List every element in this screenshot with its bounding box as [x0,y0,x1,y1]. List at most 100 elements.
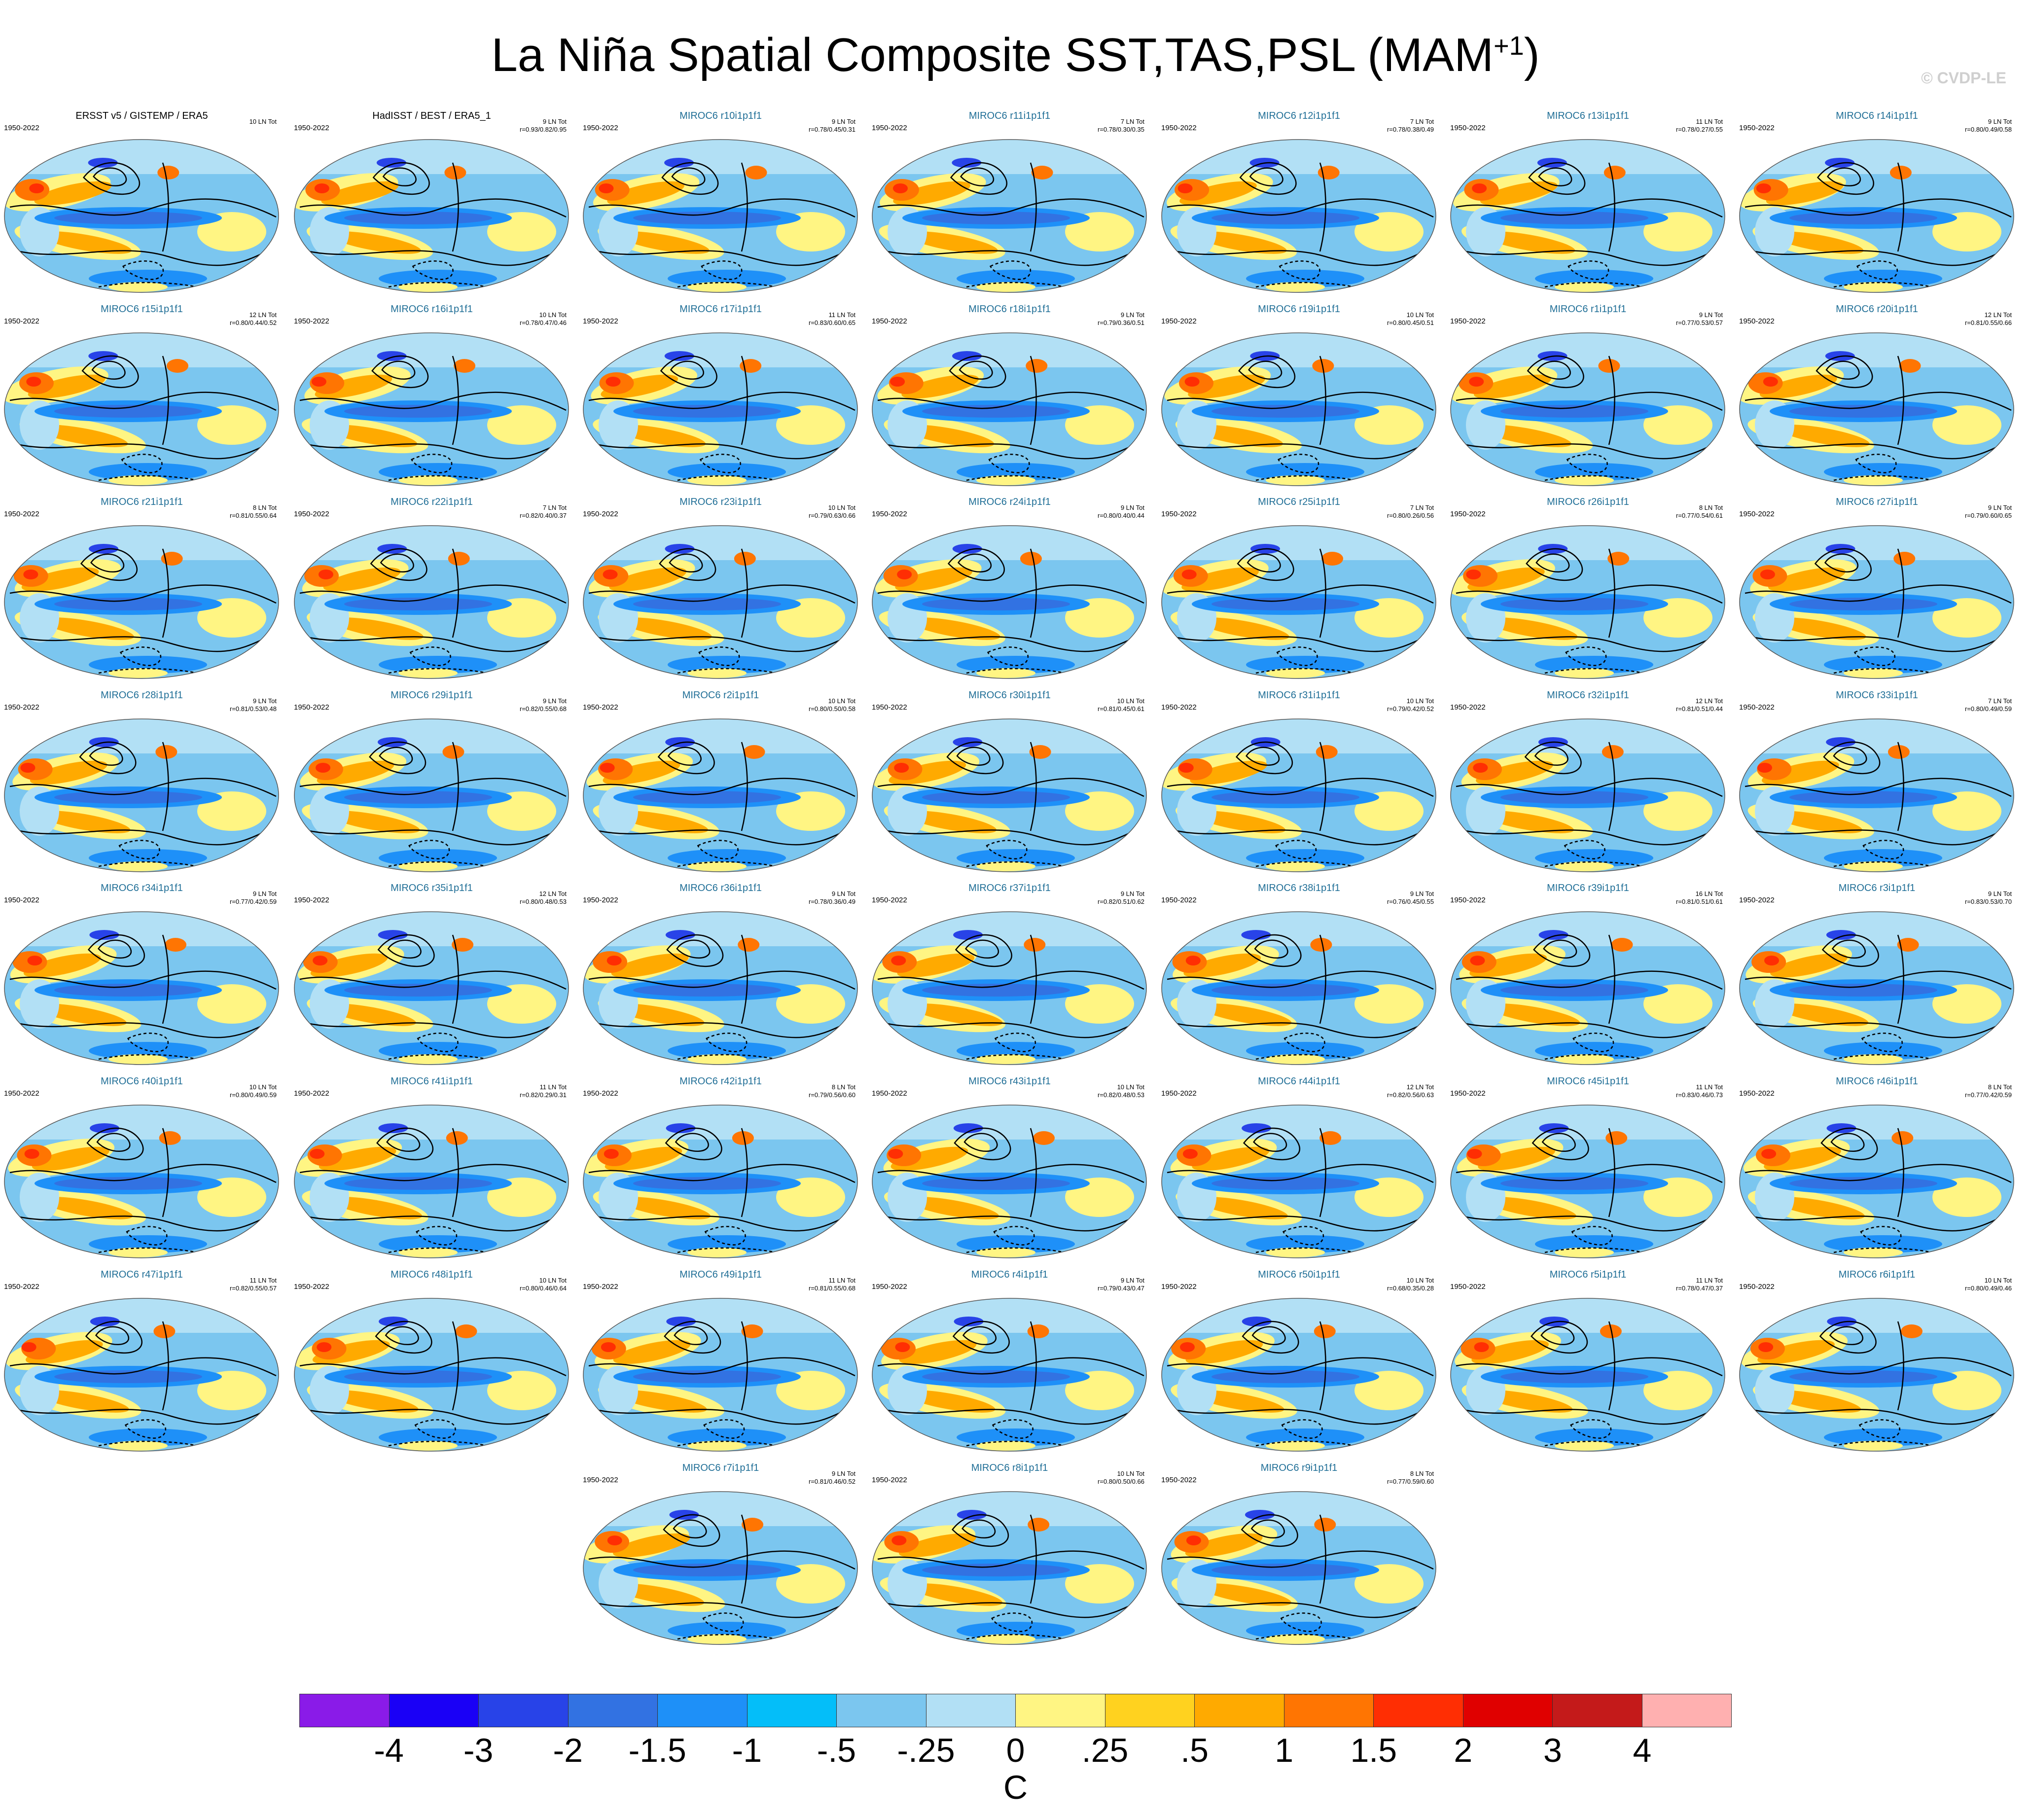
psl-contour [1544,1440,1644,1447]
field-band [1740,140,2014,174]
field-anomaly-blob [1197,617,1289,640]
panel-period: 1950-2022 [4,896,39,904]
field-band [1162,1105,1436,1140]
map-outline [872,718,1147,872]
panel-period: 1950-2022 [583,703,618,712]
colorbar-box [1284,1694,1374,1727]
map-plot [1450,332,1725,486]
psl-contour [877,1164,1144,1183]
map-outline [583,1491,858,1645]
panel-event-count: 9 LN Tot [542,118,567,125]
psl-contour [85,1320,143,1354]
psl-contour [299,198,567,218]
psl-contour [1248,360,1283,380]
map-outline [872,139,1147,293]
panel-period: 1950-2022 [1739,1089,1775,1098]
field-anomaly-blob [455,1324,477,1338]
field-anomaly-blob [633,1370,781,1383]
map-panel: MIROC6 r50i1p1f1 1950-2022 10 LN Tot r=0.68… [1157,1262,1441,1455]
field-band [1451,140,1725,174]
map-plot [1161,139,1436,293]
psl-contour [1167,584,1434,604]
field-anomaly-blob [32,1146,109,1171]
psl-contour [1465,1215,1713,1232]
psl-contour [704,1226,746,1246]
field-band [1162,333,1436,367]
map-panel: MIROC6 r44i1p1f1 1950-2022 12 LN Tot r=0.82… [1157,1069,1441,1261]
map-plot [1739,718,2014,872]
field-anomaly-blob [665,544,695,554]
map-outline [294,332,569,486]
field-anomaly-blob [1844,475,1903,485]
field-anomaly-blob [321,181,399,206]
panel-event-count: 9 LN Tot [1120,890,1144,897]
map-plot [1739,1298,2014,1452]
panel-event-count: 9 LN Tot [252,697,277,705]
psl-contour [661,162,719,195]
field-anomaly-blob [1476,760,1553,785]
panel-title: MIROC6 r6i1p1f1 [1838,1269,1916,1280]
psl-contour [950,162,1007,195]
psl-contour [1833,1054,1933,1060]
field-band [294,1105,569,1140]
panel-title: MIROC6 r17i1p1f1 [679,304,762,315]
map-panel: MIROC6 r22i1p1f1 1950-2022 7 LN Tot r=0.82/… [290,490,573,682]
psl-contour [377,934,435,967]
psl-contour [1544,282,1644,288]
panel-event-count: 9 LN Tot [1410,890,1434,897]
title-superscript: +1 [1494,31,1524,61]
psl-contour [1745,198,2012,218]
field-band [872,526,1146,560]
field-anomaly-blob [1185,956,1201,965]
map-panel: MIROC6 r20i1p1f1 1950-2022 12 LN Tot r=0.81… [1735,297,2019,489]
field-anomaly-blob [905,231,998,254]
panel-pattern-correlation: r=0.80/0.40/0.44 [1097,512,1144,519]
psl-contour [1030,1514,1037,1604]
psl-contour [677,475,777,481]
map-outline [1450,139,1725,293]
panel-title: HadISST / BEST / ERA5_1 [372,110,491,121]
psl-contour [119,646,162,666]
field-anomaly-blob [379,463,497,481]
map-panel: MIROC6 r29i1p1f1 1950-2022 9 LN Tot r=0.82/… [290,683,573,875]
field-anomaly-blob [29,183,44,193]
psl-contour [19,443,267,460]
psl-contour [598,1409,846,1425]
field-anomaly-blob [741,1324,763,1338]
field-band [1162,140,1436,174]
field-anomaly-blob [734,552,756,566]
field-anomaly-blob [1844,282,1903,292]
psl-contour [588,970,855,990]
field-anomaly-blob [894,763,909,773]
field-anomaly-blob [398,282,458,292]
psl-contour [1833,747,1867,766]
psl-contour [1570,1419,1612,1439]
psl-contour [1456,198,1723,218]
field-anomaly-blob [379,1042,497,1060]
map-plot [1450,1105,1725,1258]
field-anomaly-blob [1245,1510,1275,1520]
panel-period: 1950-2022 [1739,703,1775,712]
psl-contour [877,198,1144,218]
psl-contour [1278,454,1319,473]
field-anomaly-blob [1826,930,1856,940]
psl-contour [19,829,267,846]
map-panel: MIROC6 r28i1p1f1 1950-2022 9 LN Tot r=0.81/… [0,683,284,875]
psl-contour [309,1215,557,1232]
panel-period: 1950-2022 [294,1089,329,1098]
field-anomaly-blob [1471,1340,1549,1364]
field-anomaly-blob [1756,183,1771,193]
psl-contour [887,1022,1135,1038]
map-panel: MIROC6 r14i1p1f1 1950-2022 9 LN Tot r=0.80/… [1735,104,2019,296]
panel-period: 1950-2022 [1450,1089,1486,1098]
map-outline [294,525,569,679]
psl-contour [588,392,855,411]
psl-contour [1608,1321,1615,1411]
panel-event-count: 11 LN Tot [1696,1277,1723,1284]
psl-contour [299,778,567,797]
field-anomaly-blob [1535,656,1653,674]
psl-contour [966,1440,1066,1447]
field-anomaly-blob [732,1131,754,1145]
field-band [4,1105,279,1140]
field-anomaly-blob [664,158,694,168]
